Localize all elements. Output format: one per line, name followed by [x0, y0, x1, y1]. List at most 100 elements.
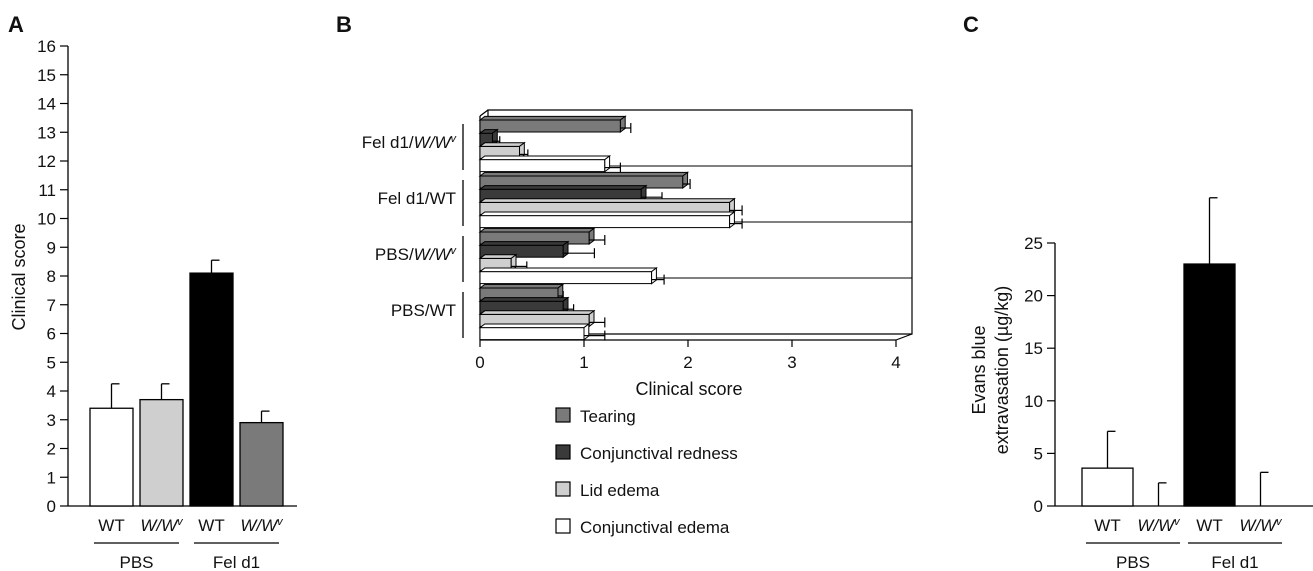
b-bar-top-1-3: [478, 211, 736, 217]
a-xlabel-0: WT: [98, 516, 124, 535]
c-ytick-label-20: 20: [1024, 287, 1043, 306]
b-legend-label-3: Conjunctival edema: [580, 518, 730, 537]
c-ytick-label-15: 15: [1024, 339, 1043, 358]
b-legend-label-0: Tearing: [580, 407, 636, 426]
b-bar-top-3-2: [478, 310, 596, 315]
a-ytick-label-9: 9: [47, 238, 56, 257]
a-ytick-label-15: 15: [37, 66, 56, 85]
b-bar-0-0: [479, 119, 621, 133]
b-bar-top-0-0: [478, 115, 627, 121]
a-xlabel-2: WT: [198, 516, 224, 535]
c-xlabel-0: WT: [1094, 516, 1120, 535]
b-cat-label-2: PBS/W/Wv: [375, 245, 458, 264]
a-bar-2: [189, 272, 234, 507]
b-bar-top-2-2: [478, 254, 518, 259]
b-cat-label-text-1: Fel d1/WT: [378, 189, 456, 208]
b-cat-label-text-2: PBS/: [375, 245, 414, 264]
b-cat-label-ital-0: W/W: [414, 133, 453, 152]
panel-letter-c: C: [963, 12, 979, 37]
a-bar-3: [239, 421, 284, 507]
c-xlabel-2: WT: [1196, 516, 1222, 535]
a-group-label-1: Fel d1: [213, 553, 260, 571]
panel-letter-b: B: [336, 12, 352, 37]
a-ytick-label-12: 12: [37, 152, 56, 171]
a-ytick-label-10: 10: [37, 210, 56, 229]
a-ytick-label-5: 5: [47, 353, 56, 372]
panel-a-ylabel: Clinical score: [9, 223, 29, 330]
b-cat-label-3: PBS/WT: [391, 301, 456, 320]
a-xlabel-3: W/Wv: [240, 516, 284, 535]
a-ytick-label-3: 3: [47, 411, 56, 430]
b-bar-top-3-1: [478, 297, 570, 302]
c-xlabel-3-base: W/W: [1239, 516, 1278, 535]
b-bar-top-2-0: [478, 227, 596, 233]
b-bar-3-3: [479, 327, 585, 341]
b-legend-label-1: Conjunctival redness: [580, 444, 738, 463]
b-cat-label-sup-0: v: [451, 133, 458, 145]
b-cat-label-text-3: PBS/WT: [391, 301, 456, 320]
a-group-label-0: PBS: [119, 553, 153, 571]
c-ytick-label-10: 10: [1024, 392, 1043, 411]
b-xtick-label-3: 3: [787, 353, 796, 372]
c-xlabel-3-sup: v: [1276, 516, 1283, 528]
a-ytick-label-14: 14: [37, 95, 56, 114]
a-xlabel-1-sup: v: [177, 516, 184, 528]
c-xlabel-1: W/Wv: [1137, 516, 1181, 535]
b-bar-top-2-1: [478, 241, 570, 246]
b-cat-label-ital-2: W/W: [414, 245, 453, 264]
b-legend-label-2: Lid edema: [580, 481, 660, 500]
b-xtick-label-4: 4: [891, 353, 900, 372]
a-xlabel-3-sup: v: [277, 516, 284, 528]
c-group-label-0: PBS: [1116, 553, 1150, 571]
a-ytick-label-13: 13: [37, 123, 56, 142]
c-xlabel-3: W/Wv: [1239, 516, 1283, 535]
b-bar-top-1-1: [478, 185, 648, 190]
a-xlabel-3-base: W/W: [240, 516, 279, 535]
panel-a-chart: Clinical score 012345678910111213141516W…: [9, 37, 297, 571]
b-axis-corner: [479, 109, 489, 117]
c-group-label-1: Fel d1: [1211, 553, 1258, 571]
a-ytick-label-1: 1: [47, 468, 56, 487]
b-bar-0-3: [479, 159, 606, 173]
b-cat-label-0: Fel d1/W/Wv: [362, 133, 458, 152]
b-bar-1-3: [479, 215, 731, 229]
panel-c-chart: Evans blue extravasation (µg/kg) 0 5 10 15 2…: [969, 197, 1313, 571]
b-cat-label-sup-2: v: [451, 245, 458, 257]
a-ytick-label-16: 16: [37, 37, 56, 56]
b-bar-top-0-2: [478, 142, 526, 147]
b-cat-label-text-0: Fel d1/: [362, 133, 414, 152]
a-ytick-label-4: 4: [47, 382, 56, 401]
c-ytick-label-25: 25: [1024, 234, 1043, 253]
a-ytick-label-0: 0: [47, 497, 56, 516]
c-ytick-label-0: 0: [1034, 497, 1043, 516]
b-bar-top-2-3: [478, 267, 658, 273]
b-legend-swatch-0: [555, 407, 571, 423]
b-bar-top-0-3: [478, 155, 612, 161]
a-bar-0: [89, 407, 134, 507]
a-ytick-label-2: 2: [47, 440, 56, 459]
b-bar-2-3: [479, 271, 653, 285]
b-bar-top-1-2: [478, 198, 736, 203]
b-xtick-label-0: 0: [475, 353, 484, 372]
c-xlabel-1-base: W/W: [1137, 516, 1176, 535]
a-ytick-label-6: 6: [47, 325, 56, 344]
c-xlabel-1-sup: v: [1174, 516, 1181, 528]
a-ytick-label-8: 8: [47, 267, 56, 286]
panel-letter-a: A: [8, 12, 24, 37]
a-bar-1: [139, 398, 184, 507]
a-xlabel-1: W/Wv: [140, 516, 184, 535]
panel-c-ylabel-line2: extravasation (µg/kg): [992, 286, 1012, 454]
c-ytick-label-5: 5: [1034, 444, 1043, 463]
b-bar-top-3-3: [478, 323, 591, 329]
c-bar-2: [1183, 263, 1236, 507]
panel-c-ylabel-line1: Evans blue: [969, 325, 989, 414]
b-legend-swatch-2: [555, 481, 571, 497]
b-legend-swatch-1: [555, 444, 571, 460]
b-xtick-label-2: 2: [683, 353, 692, 372]
b-floor-edge: [895, 333, 913, 341]
a-xlabel-1-base: W/W: [140, 516, 179, 535]
b-cat-label-1: Fel d1/WT: [378, 189, 456, 208]
a-ytick-label-7: 7: [47, 296, 56, 315]
